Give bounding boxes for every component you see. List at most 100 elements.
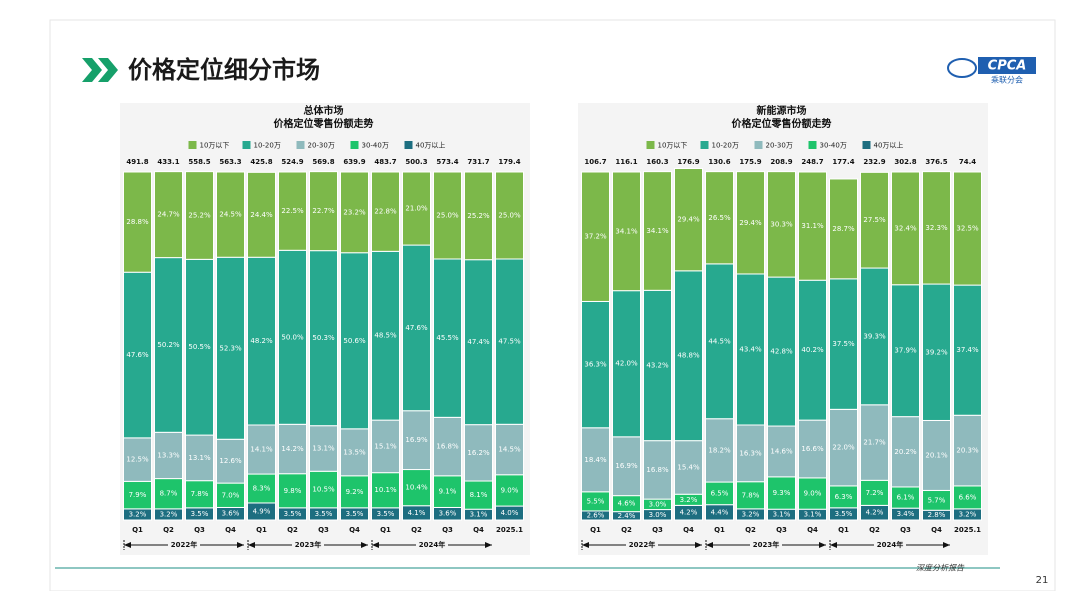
footer-text: 深度分析报告 [916, 564, 965, 573]
value-label: 29.4% [677, 216, 700, 224]
x-tick-label: Q2 [163, 526, 174, 534]
group-arrow [706, 542, 713, 548]
x-tick-label: Q1 [256, 526, 267, 534]
x-tick-label: Q3 [318, 526, 329, 534]
value-label: 25.0% [498, 212, 521, 220]
total-label: 74.4 [959, 158, 976, 166]
total-label: 176.9 [677, 158, 699, 166]
bar-segment [674, 440, 703, 495]
bar-segment [953, 414, 982, 487]
value-label: 47.5% [498, 338, 521, 346]
value-label: 5.5% [587, 497, 605, 505]
bar-segment [891, 284, 920, 418]
value-label: 7.0% [222, 491, 240, 499]
total-label: 232.9 [863, 158, 885, 166]
chevron [98, 58, 118, 82]
value-label: 2.6% [587, 511, 605, 519]
bar-segment [860, 479, 889, 506]
value-label: 3.4% [897, 510, 915, 518]
bar-segment [216, 482, 245, 508]
value-label: 27.5% [863, 216, 886, 224]
value-label: 7.8% [742, 491, 760, 499]
total-label: 208.9 [770, 158, 792, 166]
value-label: 32.4% [894, 224, 917, 232]
bar-segment [581, 171, 610, 302]
bar-segment [123, 437, 152, 482]
bar-segment [643, 440, 672, 500]
bar-segment [340, 252, 369, 430]
legend-label: 10万以下 [658, 142, 688, 150]
x-tick-label: 2025.1 [496, 526, 523, 534]
value-label: 9.3% [773, 489, 791, 497]
bar-segment [767, 276, 796, 427]
bar-segment [953, 284, 982, 416]
value-label: 2.8% [928, 511, 946, 519]
legend-label: 30-40万 [820, 142, 847, 150]
value-label: 3.5% [377, 510, 395, 518]
legend-label: 20-30万 [766, 142, 793, 150]
value-label: 4.2% [680, 509, 698, 517]
legend-label: 40万以上 [416, 141, 446, 150]
group-label: 2023年 [753, 540, 779, 549]
group-label-bg [416, 539, 448, 551]
value-label: 23.2% [343, 208, 366, 216]
value-label: 6.6% [959, 493, 977, 501]
value-label: 3.1% [470, 511, 488, 519]
value-label: 3.5% [191, 510, 209, 518]
value-label: 16.8% [646, 466, 669, 474]
bar-segment [705, 171, 734, 265]
bar-segment [185, 480, 214, 509]
value-label: 24.7% [157, 211, 180, 219]
group-arrow [695, 542, 702, 548]
total-label: 563.3 [219, 158, 241, 166]
bar-segment [247, 256, 276, 426]
x-tick-label: Q2 [869, 526, 880, 534]
bar-segment [612, 290, 641, 438]
group-arrow [248, 542, 255, 548]
bar-segment [309, 171, 338, 252]
bar-segment [371, 171, 400, 252]
value-label: 43.4% [739, 345, 762, 353]
bar-segment [309, 250, 338, 427]
chart-subtitle: 价格定位零售份额走势 [274, 117, 374, 130]
value-label: 3.1% [804, 511, 822, 519]
x-tick-label: Q3 [776, 526, 787, 534]
value-label: 22.0% [832, 444, 855, 452]
value-label: 12.6% [219, 457, 242, 465]
x-tick-label: Q2 [621, 526, 632, 534]
bar-segment [643, 289, 672, 442]
value-label: 6.3% [835, 493, 853, 501]
value-label: 52.3% [219, 344, 242, 352]
logo-text: CPCA [988, 59, 1027, 74]
legend-swatch [862, 141, 871, 149]
bar-segment [829, 178, 858, 280]
bar-segment [860, 404, 889, 481]
value-label: 32.5% [956, 225, 979, 233]
value-label: 31.1% [801, 222, 824, 230]
value-label: 21.0% [405, 205, 428, 213]
value-label: 3.2% [160, 510, 178, 518]
bar-segment [123, 171, 152, 273]
value-label: 16.9% [615, 462, 638, 470]
value-label: 22.8% [374, 208, 397, 216]
group-label: 2022年 [629, 540, 655, 549]
value-label: 3.5% [346, 510, 364, 518]
value-label: 3.1% [773, 511, 791, 519]
total-label: 558.5 [188, 158, 210, 166]
bar-segment [829, 408, 858, 487]
bar-segment [433, 416, 462, 477]
value-label: 16.6% [801, 445, 824, 453]
logo-box [978, 57, 1036, 74]
value-label: 37.2% [584, 233, 607, 241]
total-label: 179.4 [498, 158, 520, 166]
legend-label: 10-20万 [254, 142, 281, 150]
group-label: 2024年 [419, 540, 445, 549]
value-label: 13.1% [312, 444, 335, 452]
bar-segment [371, 419, 400, 474]
bar-segment [340, 171, 369, 254]
value-label: 20.1% [925, 451, 948, 459]
total-label: 106.7 [584, 158, 606, 166]
bar-segment [247, 171, 276, 258]
group-label-bg [626, 539, 658, 551]
value-label: 10.5% [312, 486, 335, 494]
